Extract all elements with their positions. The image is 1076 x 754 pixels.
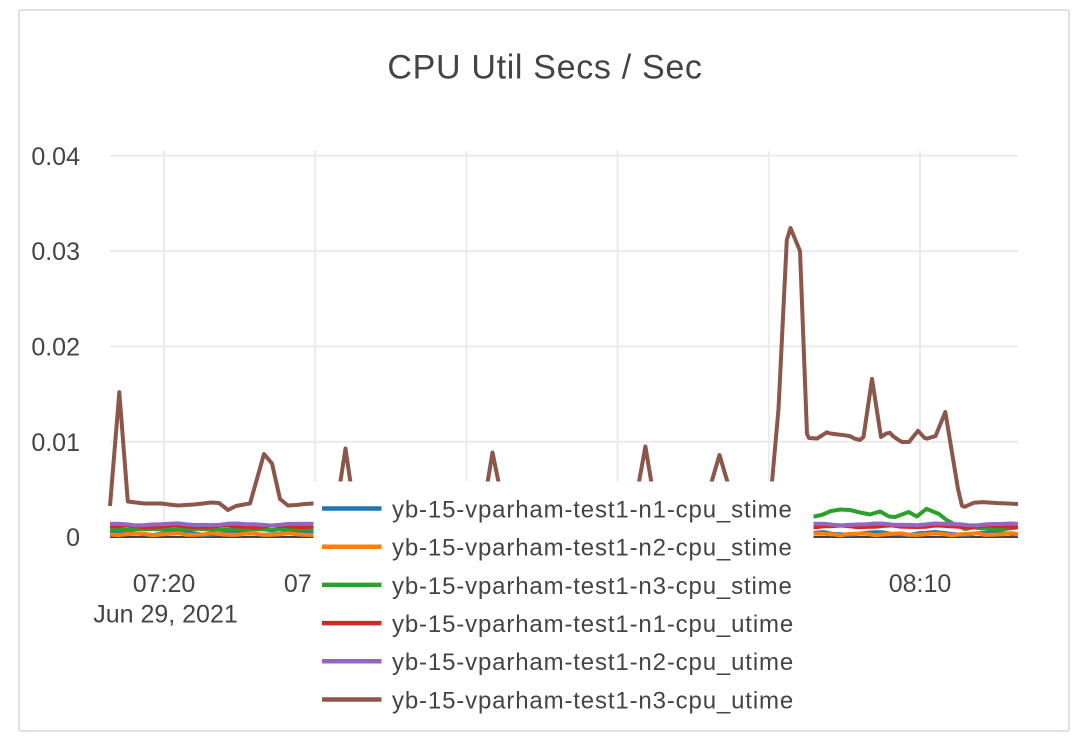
svg-text:0.03: 0.03: [31, 238, 80, 266]
svg-text:Jun 29, 2021: Jun 29, 2021: [93, 601, 238, 629]
svg-text:0.04: 0.04: [31, 143, 80, 171]
svg-text:08:10: 08:10: [889, 570, 952, 598]
svg-text:0.02: 0.02: [31, 334, 80, 362]
svg-text:0: 0: [66, 524, 80, 552]
svg-text:yb-15-vparham-test1-n2-cpu_uti: yb-15-vparham-test1-n2-cpu_utime: [392, 649, 794, 676]
svg-text:07:20: 07:20: [133, 570, 196, 598]
svg-text:yb-15-vparham-test1-n3-cpu_uti: yb-15-vparham-test1-n3-cpu_utime: [392, 687, 794, 714]
svg-text:0.01: 0.01: [31, 429, 80, 457]
svg-text:CPU Util Secs / Sec: CPU Util Secs / Sec: [387, 49, 702, 87]
svg-text:yb-15-vparham-test1-n2-cpu_sti: yb-15-vparham-test1-n2-cpu_stime: [392, 535, 793, 562]
svg-text:yb-15-vparham-test1-n1-cpu_sti: yb-15-vparham-test1-n1-cpu_stime: [392, 496, 793, 523]
svg-text:yb-15-vparham-test1-n3-cpu_sti: yb-15-vparham-test1-n3-cpu_stime: [392, 573, 793, 600]
svg-text:yb-15-vparham-test1-n1-cpu_uti: yb-15-vparham-test1-n1-cpu_utime: [392, 611, 794, 638]
